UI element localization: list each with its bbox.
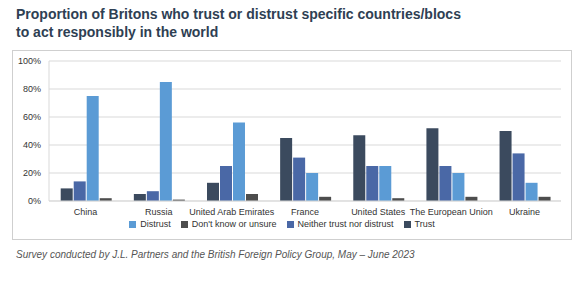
html-text:Neither trust nor distrust: Neither trust nor distrust (297, 219, 394, 229)
html-text:Trust: Trust (414, 219, 435, 229)
html-text:Survey conducted by J.L. Partn: Survey conducted by J.L. Partners and th… (16, 249, 415, 260)
html-text:Proportion of Britons who trus: Proportion of Britons who trust or distr… (16, 6, 461, 40)
svg-text:40%: 40% (23, 140, 41, 150)
svg-text:0%: 0% (28, 196, 41, 206)
svg-text:The European Union: The European Union (410, 207, 493, 217)
svg-text:China: China (74, 207, 98, 217)
svg-text:Ukraine: Ukraine (509, 207, 540, 217)
svg-text:United Arab Emirates: United Arab Emirates (189, 207, 275, 217)
svg-text:United States: United States (351, 207, 406, 217)
html-text:Distrust: Distrust (140, 219, 171, 229)
svg-text:80%: 80% (23, 84, 41, 94)
svg-text:100%: 100% (18, 56, 41, 66)
svg-text:Russia: Russia (145, 207, 173, 217)
html-text:Don't know or unsure: Don't know or unsure (191, 219, 277, 229)
svg-text:20%: 20% (23, 168, 41, 178)
svg-text:60%: 60% (23, 112, 41, 122)
svg-text:France: France (291, 207, 319, 217)
